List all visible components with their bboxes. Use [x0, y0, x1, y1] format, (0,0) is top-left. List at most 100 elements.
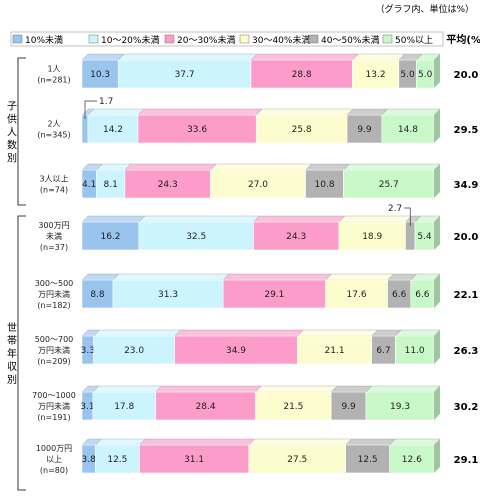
- data-label: 5.0: [400, 70, 415, 80]
- row-average: 22.1: [454, 290, 479, 301]
- data-label: 28.8: [292, 70, 312, 80]
- data-label: 5.0: [418, 70, 433, 80]
- bar-segment: [338, 221, 406, 251]
- row-average: 26.3: [454, 346, 479, 357]
- group-label: 子供人数別: [7, 101, 17, 165]
- legend-swatch: [308, 34, 319, 44]
- bar-segment: [81, 114, 89, 144]
- data-label: 2.7: [388, 204, 402, 214]
- bar-segment: [250, 59, 353, 89]
- legend-swatch: [88, 34, 99, 44]
- bar-side: [434, 216, 440, 250]
- data-label: 12.5: [107, 455, 127, 465]
- data-label: 18.9: [362, 232, 382, 242]
- data-label: 1.7: [99, 97, 113, 107]
- legend-label: 40～50%未満: [321, 34, 379, 46]
- data-label: 29.1: [264, 290, 284, 300]
- bar-segment: [389, 444, 435, 474]
- bar-segment: [365, 391, 435, 421]
- row-label: (n=191): [37, 413, 70, 422]
- legend-label: 10～20%未満: [101, 34, 159, 46]
- data-label: 6.6: [392, 290, 407, 300]
- bar-segment-top: [210, 163, 312, 171]
- bar-segment: [155, 391, 256, 421]
- row-label: 以上: [46, 455, 62, 464]
- data-label: 32.5: [186, 232, 206, 242]
- row-label: (n=345): [37, 131, 70, 140]
- row-label: (n=80): [40, 466, 68, 475]
- data-label: 37.7: [175, 70, 195, 80]
- data-label: 21.5: [283, 402, 303, 412]
- bar-row: 1人 (n=281) 10.3 37.7 28.8 13.2 5.0 5.0 20.0: [37, 53, 478, 89]
- bar-segment: [81, 59, 119, 89]
- row-label: 700～1000: [32, 391, 76, 400]
- data-label: 19.3: [390, 402, 410, 412]
- bar-segment: [174, 335, 298, 365]
- bar-row: 3人以上 (n=74) 4.1 8.1 24.3 27.0 10.8 25.7 34.9: [39, 163, 479, 199]
- data-label: 28.4: [196, 402, 216, 412]
- bar-row: 2人 (n=345) 1.7 14.2 33.6 25.8 9.9 14.8 29.5: [37, 97, 478, 144]
- bar-segment-top: [81, 273, 120, 281]
- row-average: 34.9: [454, 180, 479, 191]
- row-label: (n=37): [40, 243, 68, 252]
- bar-segment: [343, 169, 435, 199]
- row-label: 1人: [47, 65, 60, 74]
- data-label: 8.8: [90, 290, 105, 300]
- data-label: 34.9: [226, 346, 246, 356]
- legend-swatch: [164, 34, 175, 44]
- data-label: 5.4: [417, 232, 432, 242]
- legend: 10%未満 10～20%未満 20～30%未満 30～40%未満 40～50%未満 50%…: [10, 31, 444, 47]
- data-label: 27.5: [287, 455, 307, 465]
- row-label: 1000万円: [36, 444, 72, 453]
- bar-side: [434, 164, 440, 198]
- data-label: 33.6: [187, 125, 207, 135]
- data-label: 31.3: [158, 290, 178, 300]
- row-label: 万円未満: [38, 401, 70, 411]
- data-label: 13.2: [366, 70, 386, 80]
- bar-segment-top: [381, 108, 441, 116]
- row-label: (n=182): [37, 301, 70, 310]
- bar-segment-top: [139, 438, 256, 446]
- bar-segment-top: [174, 329, 304, 337]
- group-bracket: [17, 215, 26, 491]
- data-label: 14.8: [398, 125, 418, 135]
- data-label: 3.8: [82, 455, 97, 465]
- bar-segment: [210, 169, 306, 199]
- bar-segment-top: [389, 438, 441, 446]
- legend-label: 10%未満: [25, 34, 63, 46]
- bar-segment-top: [338, 215, 412, 223]
- bar-segment: [137, 114, 257, 144]
- legend-swatch: [239, 34, 250, 44]
- bar-segment-top: [346, 108, 389, 116]
- data-label: 6.7: [376, 346, 390, 356]
- bar-segment: [381, 114, 435, 144]
- bar-side: [434, 330, 440, 364]
- bar-segment-top: [112, 273, 230, 281]
- legend-swatch: [382, 34, 393, 44]
- bar-segment: [81, 221, 140, 251]
- bar-segment-top: [87, 108, 145, 116]
- data-label: 24.3: [158, 180, 178, 190]
- bar-segment: [117, 59, 252, 89]
- callout-line: [84, 100, 97, 119]
- bar-segment-top: [222, 273, 332, 281]
- bar-segment-top: [325, 273, 394, 281]
- data-label: 23.0: [124, 346, 144, 356]
- legend-label: 20～30%未満: [177, 34, 235, 46]
- callout-line: [404, 207, 411, 226]
- bar-segment: [255, 391, 332, 421]
- legend-label: 50%以上: [395, 35, 433, 46]
- row-label: 300～500: [35, 279, 74, 288]
- group-label: 世帯年収別: [7, 322, 17, 386]
- bar-segment: [352, 59, 400, 89]
- bar-segment: [222, 279, 326, 309]
- bar-segment: [124, 169, 211, 199]
- bar-side: [434, 109, 440, 143]
- data-label: 6.6: [415, 290, 430, 300]
- legend-label: 30～40%未満: [252, 34, 310, 46]
- bar-segment-top: [351, 53, 406, 61]
- bar-segment: [325, 279, 388, 309]
